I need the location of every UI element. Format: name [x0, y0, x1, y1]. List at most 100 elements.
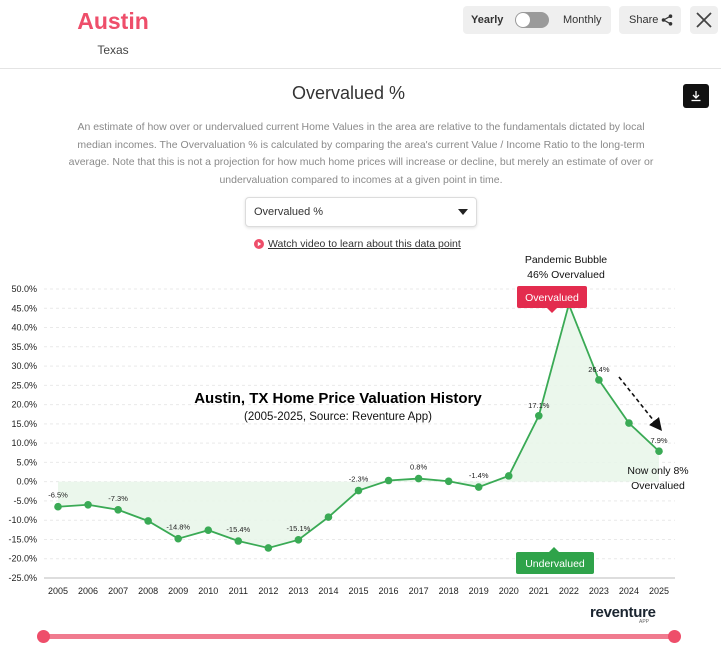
toggle-monthly-label[interactable]: Monthly: [563, 14, 602, 26]
data-point[interactable]: [294, 536, 303, 544]
data-label: 0.8%: [410, 463, 427, 472]
data-point[interactable]: [174, 534, 182, 543]
data-label: -7.3%: [108, 494, 128, 503]
data-point[interactable]: [264, 544, 273, 552]
data-point[interactable]: [474, 483, 483, 491]
x-tick-label: 2012: [258, 586, 278, 596]
city-name: Austin: [77, 8, 149, 34]
undervalued-badge-label: Undervalued: [525, 558, 585, 570]
slider-handle-start[interactable]: [37, 630, 50, 643]
year-range-slider[interactable]: [43, 634, 675, 639]
slider-handle-end[interactable]: [668, 630, 681, 643]
data-point[interactable]: [504, 472, 513, 480]
data-point[interactable]: [324, 513, 333, 521]
end-annotation-line2: Overvalued: [631, 480, 685, 492]
x-tick-label: 2020: [499, 586, 519, 596]
overvalued-badge: Overvalued: [517, 286, 587, 313]
y-tick-label: -15.0%: [8, 534, 37, 544]
y-tick-label: 15.0%: [11, 419, 37, 429]
y-tick-label: 35.0%: [11, 342, 37, 352]
end-annotation-line1: Now only 8%: [627, 465, 688, 477]
data-point[interactable]: [354, 486, 363, 495]
y-tick-label: -5.0%: [13, 496, 37, 506]
x-tick-label: 2025: [649, 586, 669, 596]
data-point[interactable]: [655, 447, 663, 456]
data-label: 26.4%: [588, 365, 610, 374]
x-tick-label: 2023: [589, 586, 609, 596]
y-tick-label: 45.0%: [11, 303, 37, 313]
peak-annotation-line2: 46% Overvalued: [527, 269, 605, 281]
state-name: Texas: [97, 43, 129, 57]
x-tick-label: 2007: [108, 586, 128, 596]
frequency-toggle[interactable]: Yearly Monthly: [463, 6, 611, 34]
data-label: -2.3%: [349, 475, 369, 484]
x-tick-label: 2017: [409, 586, 429, 596]
share-icon: [661, 14, 673, 26]
y-tick-label: 25.0%: [11, 380, 37, 390]
y-tick-label: -20.0%: [8, 554, 37, 564]
data-label: 17.1%: [528, 401, 550, 410]
y-tick-label: -25.0%: [8, 573, 37, 583]
data-label: -15.1%: [287, 524, 311, 533]
panel-title: Overvalued %: [291, 83, 406, 103]
x-tick-label: 2005: [48, 586, 68, 596]
data-point[interactable]: [234, 537, 243, 545]
chart-subtitle: (2005-2025, Source: Reventure App): [244, 411, 432, 423]
share-label: Share: [629, 14, 659, 26]
data-point[interactable]: [384, 476, 393, 485]
data-point[interactable]: [535, 411, 543, 420]
data-label: -1.4%: [469, 471, 489, 480]
x-tick-label: 2013: [288, 586, 308, 596]
y-tick-label: -10.0%: [8, 515, 37, 525]
x-tick-label: 2010: [198, 586, 218, 596]
y-tick-label: 0.0%: [16, 477, 37, 487]
caret-down-icon: [458, 209, 468, 215]
data-point[interactable]: [625, 419, 633, 427]
x-tick-label: 2018: [439, 586, 459, 596]
watch-video-label[interactable]: Watch video to learn about this data poi…: [268, 238, 461, 250]
y-tick-label: 40.0%: [11, 323, 37, 333]
toggle-switch[interactable]: [515, 12, 549, 28]
x-tick-label: 2009: [168, 586, 188, 596]
x-tick-label: 2021: [529, 586, 549, 596]
metric-description: An estimate of how over or undervalued c…: [68, 121, 654, 186]
x-tick-label: 2024: [619, 586, 639, 596]
data-point[interactable]: [144, 517, 152, 525]
chart-title: Austin, TX Home Price Valuation History: [194, 390, 482, 407]
undervalued-badge: Undervalued: [516, 547, 594, 574]
reventure-logo: reventure: [590, 604, 656, 621]
y-tick-label: 30.0%: [11, 361, 37, 371]
header-bar: Austin Texas Yearly Monthly Share: [0, 0, 721, 69]
peak-annotation-line1: Pandemic Bubble: [525, 254, 607, 266]
toggle-yearly-label[interactable]: Yearly: [471, 14, 504, 26]
y-tick-label: 20.0%: [11, 400, 37, 410]
y-tick-label: 50.0%: [11, 284, 37, 294]
overvalued-badge-label: Overvalued: [525, 292, 579, 304]
data-point[interactable]: [114, 505, 122, 514]
close-button[interactable]: [690, 6, 718, 34]
x-tick-label: 2022: [559, 586, 579, 596]
share-button[interactable]: Share: [619, 6, 681, 34]
data-point[interactable]: [54, 502, 62, 511]
x-tick-label: 2015: [348, 586, 368, 596]
play-icon: [254, 239, 264, 249]
data-label: 7.9%: [650, 436, 667, 445]
data-point[interactable]: [444, 477, 453, 486]
reventure-logo-sub: APP: [639, 619, 650, 625]
download-button[interactable]: [683, 84, 709, 108]
valuation-chart: 50.0% 45.0% 40.0% 35.0% 30.0% 25.0% 20.0% 15.0%…: [8, 254, 688, 596]
x-tick-label: 2008: [138, 586, 158, 596]
data-point[interactable]: [414, 474, 423, 483]
metric-select[interactable]: Overvalued %: [245, 197, 477, 227]
y-tick-label: 10.0%: [11, 438, 37, 448]
download-icon: [691, 91, 701, 102]
data-point[interactable]: [204, 526, 213, 535]
x-tick-label: 2019: [469, 586, 489, 596]
data-point[interactable]: [84, 500, 92, 509]
overvalued-area-fill: [58, 304, 659, 548]
x-tick-label: 2011: [229, 586, 248, 596]
y-tick-label: 5.0%: [16, 457, 37, 467]
trend-arrow: [618, 376, 662, 432]
data-point[interactable]: [595, 376, 603, 384]
data-label: -6.5%: [48, 491, 68, 500]
